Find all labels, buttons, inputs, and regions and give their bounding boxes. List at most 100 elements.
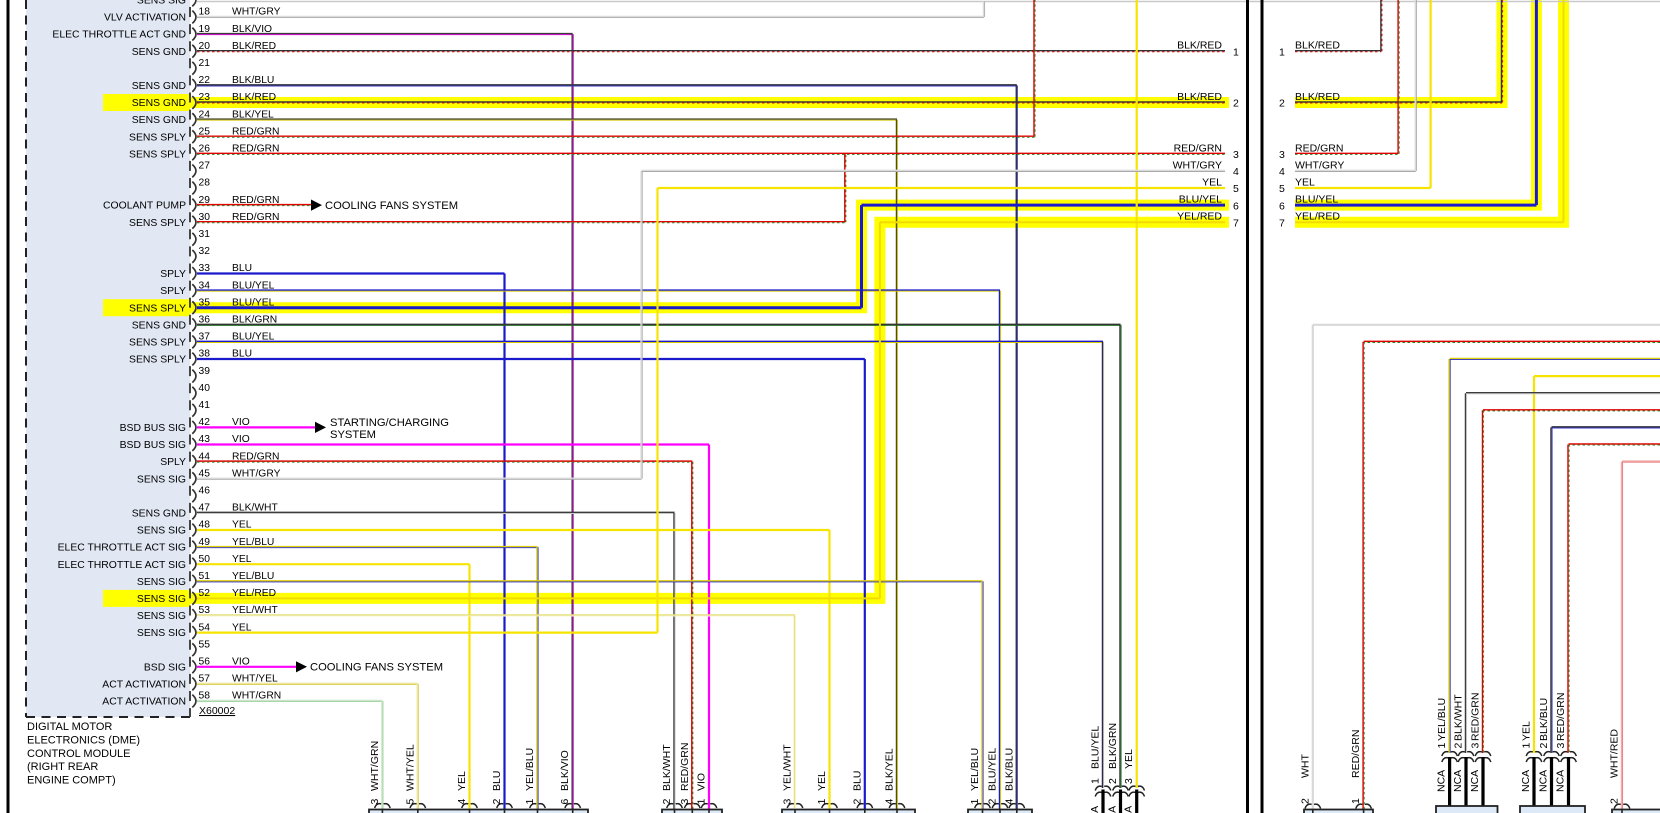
- svg-text:3: 3: [369, 799, 381, 805]
- svg-text:YEL: YEL: [232, 554, 252, 565]
- svg-text:NCA: NCA: [1555, 770, 1567, 792]
- svg-text:CONTROL MODULE: CONTROL MODULE: [27, 748, 131, 760]
- svg-text:WHT/GRY: WHT/GRY: [232, 468, 281, 479]
- svg-text:SENS SPLY: SENS SPLY: [129, 338, 186, 349]
- svg-text:WHT/GRY: WHT/GRY: [232, 7, 281, 18]
- svg-text:BLU/YEL: BLU/YEL: [232, 332, 275, 343]
- svg-text:34: 34: [199, 280, 211, 291]
- svg-text:58: 58: [199, 691, 211, 702]
- svg-text:YEL/RED: YEL/RED: [232, 588, 276, 599]
- svg-text:NCA: NCA: [1452, 770, 1464, 792]
- svg-text:27: 27: [199, 161, 211, 172]
- svg-text:BLK/YEL: BLK/YEL: [884, 748, 896, 791]
- svg-text:2: 2: [491, 799, 503, 805]
- svg-text:2: 2: [1279, 98, 1285, 110]
- svg-text:RED/GRN: RED/GRN: [679, 743, 691, 791]
- svg-text:NCA: NCA: [1107, 806, 1119, 813]
- svg-text:WHT/YEL: WHT/YEL: [232, 674, 278, 685]
- svg-text:BLK/RED: BLK/RED: [232, 92, 276, 103]
- svg-text:STARTING/CHARGING: STARTING/CHARGING: [330, 417, 449, 429]
- svg-text:25: 25: [199, 126, 211, 137]
- svg-text:18: 18: [199, 7, 211, 18]
- svg-text:1: 1: [696, 799, 708, 805]
- svg-text:19: 19: [199, 24, 211, 35]
- svg-text:SENS GND: SENS GND: [132, 115, 186, 126]
- svg-text:28: 28: [199, 178, 211, 189]
- svg-text:32: 32: [199, 246, 211, 257]
- svg-text:SPLY: SPLY: [160, 457, 186, 468]
- svg-text:(RIGHT REAR: (RIGHT REAR: [27, 761, 98, 773]
- svg-text:54: 54: [199, 622, 211, 633]
- svg-text:WHT/GRY: WHT/GRY: [1173, 159, 1222, 171]
- svg-text:2: 2: [661, 799, 673, 805]
- svg-text:7: 7: [1279, 217, 1285, 229]
- svg-text:VLV ACTIVATION: VLV ACTIVATION: [104, 13, 186, 24]
- svg-text:BLK/RED: BLK/RED: [232, 41, 276, 52]
- svg-text:1: 1: [1233, 46, 1239, 58]
- svg-text:VIO: VIO: [232, 657, 250, 668]
- svg-text:RED/GRN: RED/GRN: [232, 451, 279, 462]
- svg-text:SENS GND: SENS GND: [132, 98, 186, 109]
- svg-text:ENGINE COMPT): ENGINE COMPT): [27, 775, 116, 787]
- svg-text:SENS SIG: SENS SIG: [137, 611, 186, 622]
- svg-text:56: 56: [199, 657, 211, 668]
- svg-text:1: 1: [1436, 743, 1448, 749]
- svg-text:YEL: YEL: [1123, 749, 1135, 769]
- svg-text:51: 51: [199, 571, 211, 582]
- svg-text:31: 31: [199, 229, 211, 240]
- svg-text:BLK/BLU: BLK/BLU: [1003, 748, 1015, 791]
- svg-text:ELECTRONICS (DME): ELECTRONICS (DME): [27, 734, 140, 746]
- svg-text:45: 45: [199, 468, 211, 479]
- svg-text:46: 46: [199, 486, 211, 497]
- svg-text:SENS SPLY: SENS SPLY: [129, 355, 186, 366]
- svg-text:NCA: NCA: [1123, 806, 1135, 813]
- svg-text:ELEC THROTTLE ACT SIG: ELEC THROTTLE ACT SIG: [58, 543, 186, 554]
- svg-text:BLK/WHT: BLK/WHT: [661, 744, 673, 791]
- svg-text:BLU: BLU: [851, 771, 863, 791]
- svg-text:WHT/GRN: WHT/GRN: [232, 691, 281, 702]
- svg-text:BLK/RED: BLK/RED: [1295, 91, 1340, 103]
- svg-text:BSD BUS SIG: BSD BUS SIG: [120, 440, 186, 451]
- svg-text:4: 4: [1279, 166, 1285, 178]
- svg-text:SENS SPLY: SENS SPLY: [129, 149, 186, 160]
- svg-text:37: 37: [199, 332, 211, 343]
- svg-text:WHT/RED: WHT/RED: [1609, 729, 1621, 778]
- svg-text:RED/GRN: RED/GRN: [1555, 693, 1567, 741]
- svg-text:VIO: VIO: [696, 773, 708, 791]
- svg-text:NCA: NCA: [1469, 770, 1481, 792]
- svg-text:38: 38: [199, 349, 211, 360]
- svg-text:5: 5: [1279, 183, 1285, 195]
- svg-text:WHT/YEL: WHT/YEL: [404, 744, 416, 791]
- svg-text:YEL/BLU: YEL/BLU: [524, 748, 536, 791]
- svg-text:7: 7: [1233, 217, 1239, 229]
- svg-text:3: 3: [1470, 743, 1482, 749]
- svg-text:BLK/YEL: BLK/YEL: [232, 109, 274, 120]
- svg-text:BLU/YEL: BLU/YEL: [1090, 726, 1102, 769]
- svg-text:21: 21: [199, 58, 211, 69]
- svg-text:NCA: NCA: [1089, 806, 1101, 813]
- svg-text:49: 49: [199, 537, 211, 548]
- svg-text:NCA: NCA: [1436, 770, 1448, 792]
- svg-text:BLU/YEL: BLU/YEL: [1295, 194, 1338, 206]
- svg-text:ELEC THROTTLE ACT SIG: ELEC THROTTLE ACT SIG: [58, 560, 186, 571]
- svg-text:5: 5: [1233, 183, 1239, 195]
- svg-text:BLK/RED: BLK/RED: [1177, 40, 1222, 52]
- svg-text:2: 2: [987, 799, 999, 805]
- svg-text:WHT: WHT: [1299, 754, 1311, 778]
- svg-text:BLU: BLU: [491, 771, 503, 791]
- svg-text:23: 23: [199, 92, 211, 103]
- svg-text:43: 43: [199, 434, 211, 445]
- svg-text:BLK/RED: BLK/RED: [1295, 40, 1340, 52]
- svg-text:4: 4: [1003, 799, 1015, 805]
- svg-text:36: 36: [199, 315, 211, 326]
- svg-text:ACT ACTIVATION: ACT ACTIVATION: [102, 680, 186, 691]
- svg-text:BLU/YEL: BLU/YEL: [1179, 194, 1222, 206]
- svg-text:SPLY: SPLY: [160, 269, 186, 280]
- svg-text:40: 40: [199, 383, 211, 394]
- svg-text:SYSTEM: SYSTEM: [330, 429, 376, 441]
- svg-text:RED/GRN: RED/GRN: [1174, 142, 1222, 154]
- svg-text:47: 47: [199, 503, 211, 514]
- svg-text:3: 3: [679, 799, 691, 805]
- svg-text:1: 1: [816, 799, 828, 805]
- svg-text:YEL/RED: YEL/RED: [1295, 211, 1340, 223]
